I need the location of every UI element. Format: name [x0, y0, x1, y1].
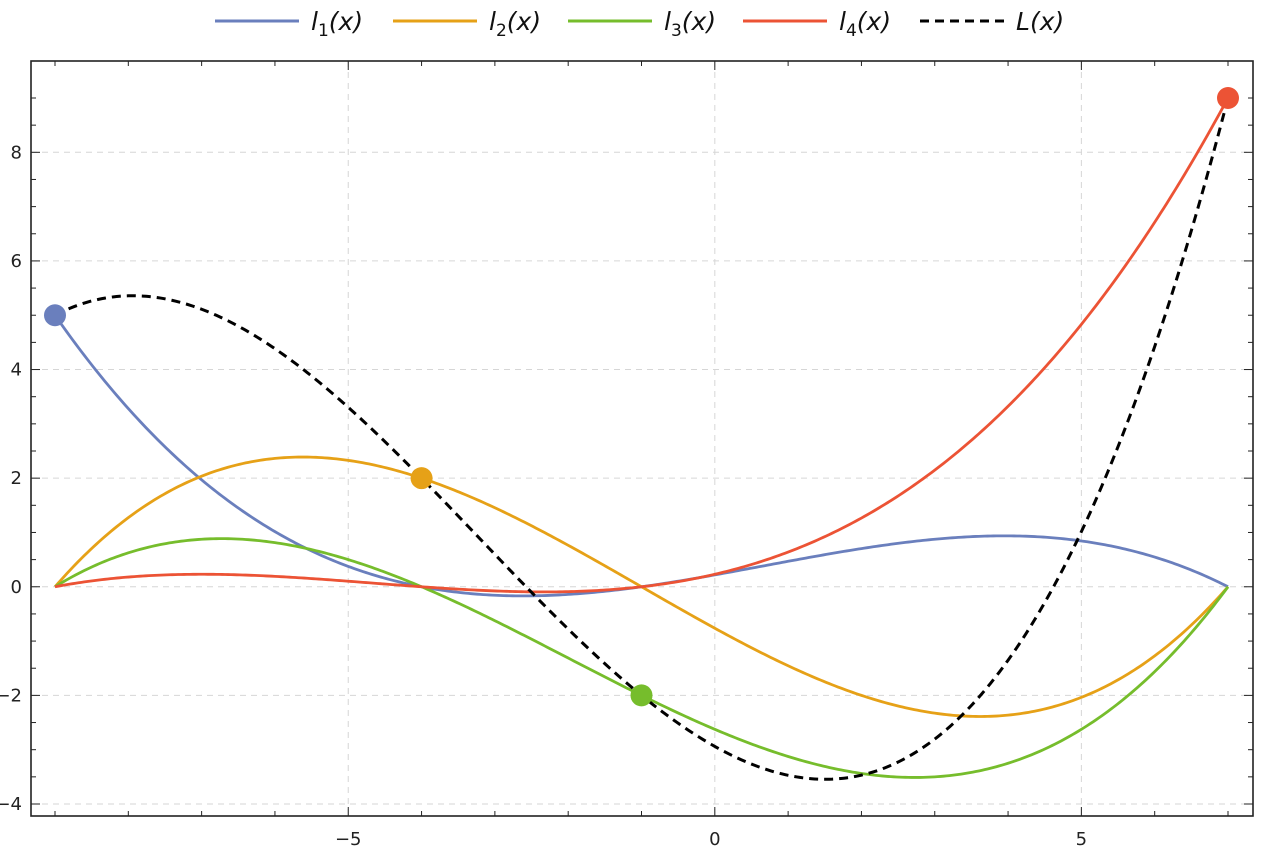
- legend-label: l2(x): [489, 7, 541, 41]
- series-curves: [53, 97, 1230, 781]
- legend-item-l3: l3(x): [568, 7, 716, 41]
- legend-item-l1: l1(x): [215, 7, 363, 41]
- legend-label: l4(x): [839, 7, 891, 41]
- x-tick-label: 0: [709, 829, 720, 850]
- axis-ticks: [31, 61, 1253, 816]
- legend-label: L(x): [1016, 7, 1064, 36]
- x-tick-label: 5: [1076, 829, 1087, 850]
- y-tick-label: 6: [11, 251, 22, 272]
- x-tick-label: −5: [335, 829, 362, 850]
- y-tick-label: −4: [0, 794, 22, 815]
- legend-label: l3(x): [664, 7, 716, 41]
- y-tick-labels: −4 −2 0 2 4 6 8: [0, 142, 22, 815]
- y-tick-label: −2: [0, 685, 22, 706]
- y-tick-label: 4: [11, 360, 22, 381]
- node-point-4: [1217, 87, 1239, 109]
- node-point-2: [410, 467, 433, 490]
- legend-item-L: L(x): [920, 7, 1064, 36]
- legend-item-l2: l2(x): [393, 7, 541, 41]
- legend-item-l4: l4(x): [743, 7, 891, 41]
- legend-label: l1(x): [311, 7, 363, 41]
- y-tick-label: 8: [11, 142, 22, 163]
- legend: l1(x) l2(x) l3(x) l4(x) L(x): [215, 7, 1064, 41]
- curve-l4: [54, 97, 1230, 594]
- x-tick-labels: −5 0 5: [335, 829, 1087, 850]
- curve-L: [54, 97, 1230, 781]
- node-points: [44, 87, 1239, 707]
- y-tick-label: 0: [11, 577, 22, 598]
- node-point-3: [630, 684, 653, 707]
- node-point-1: [44, 304, 66, 327]
- y-tick-label: 2: [11, 468, 22, 489]
